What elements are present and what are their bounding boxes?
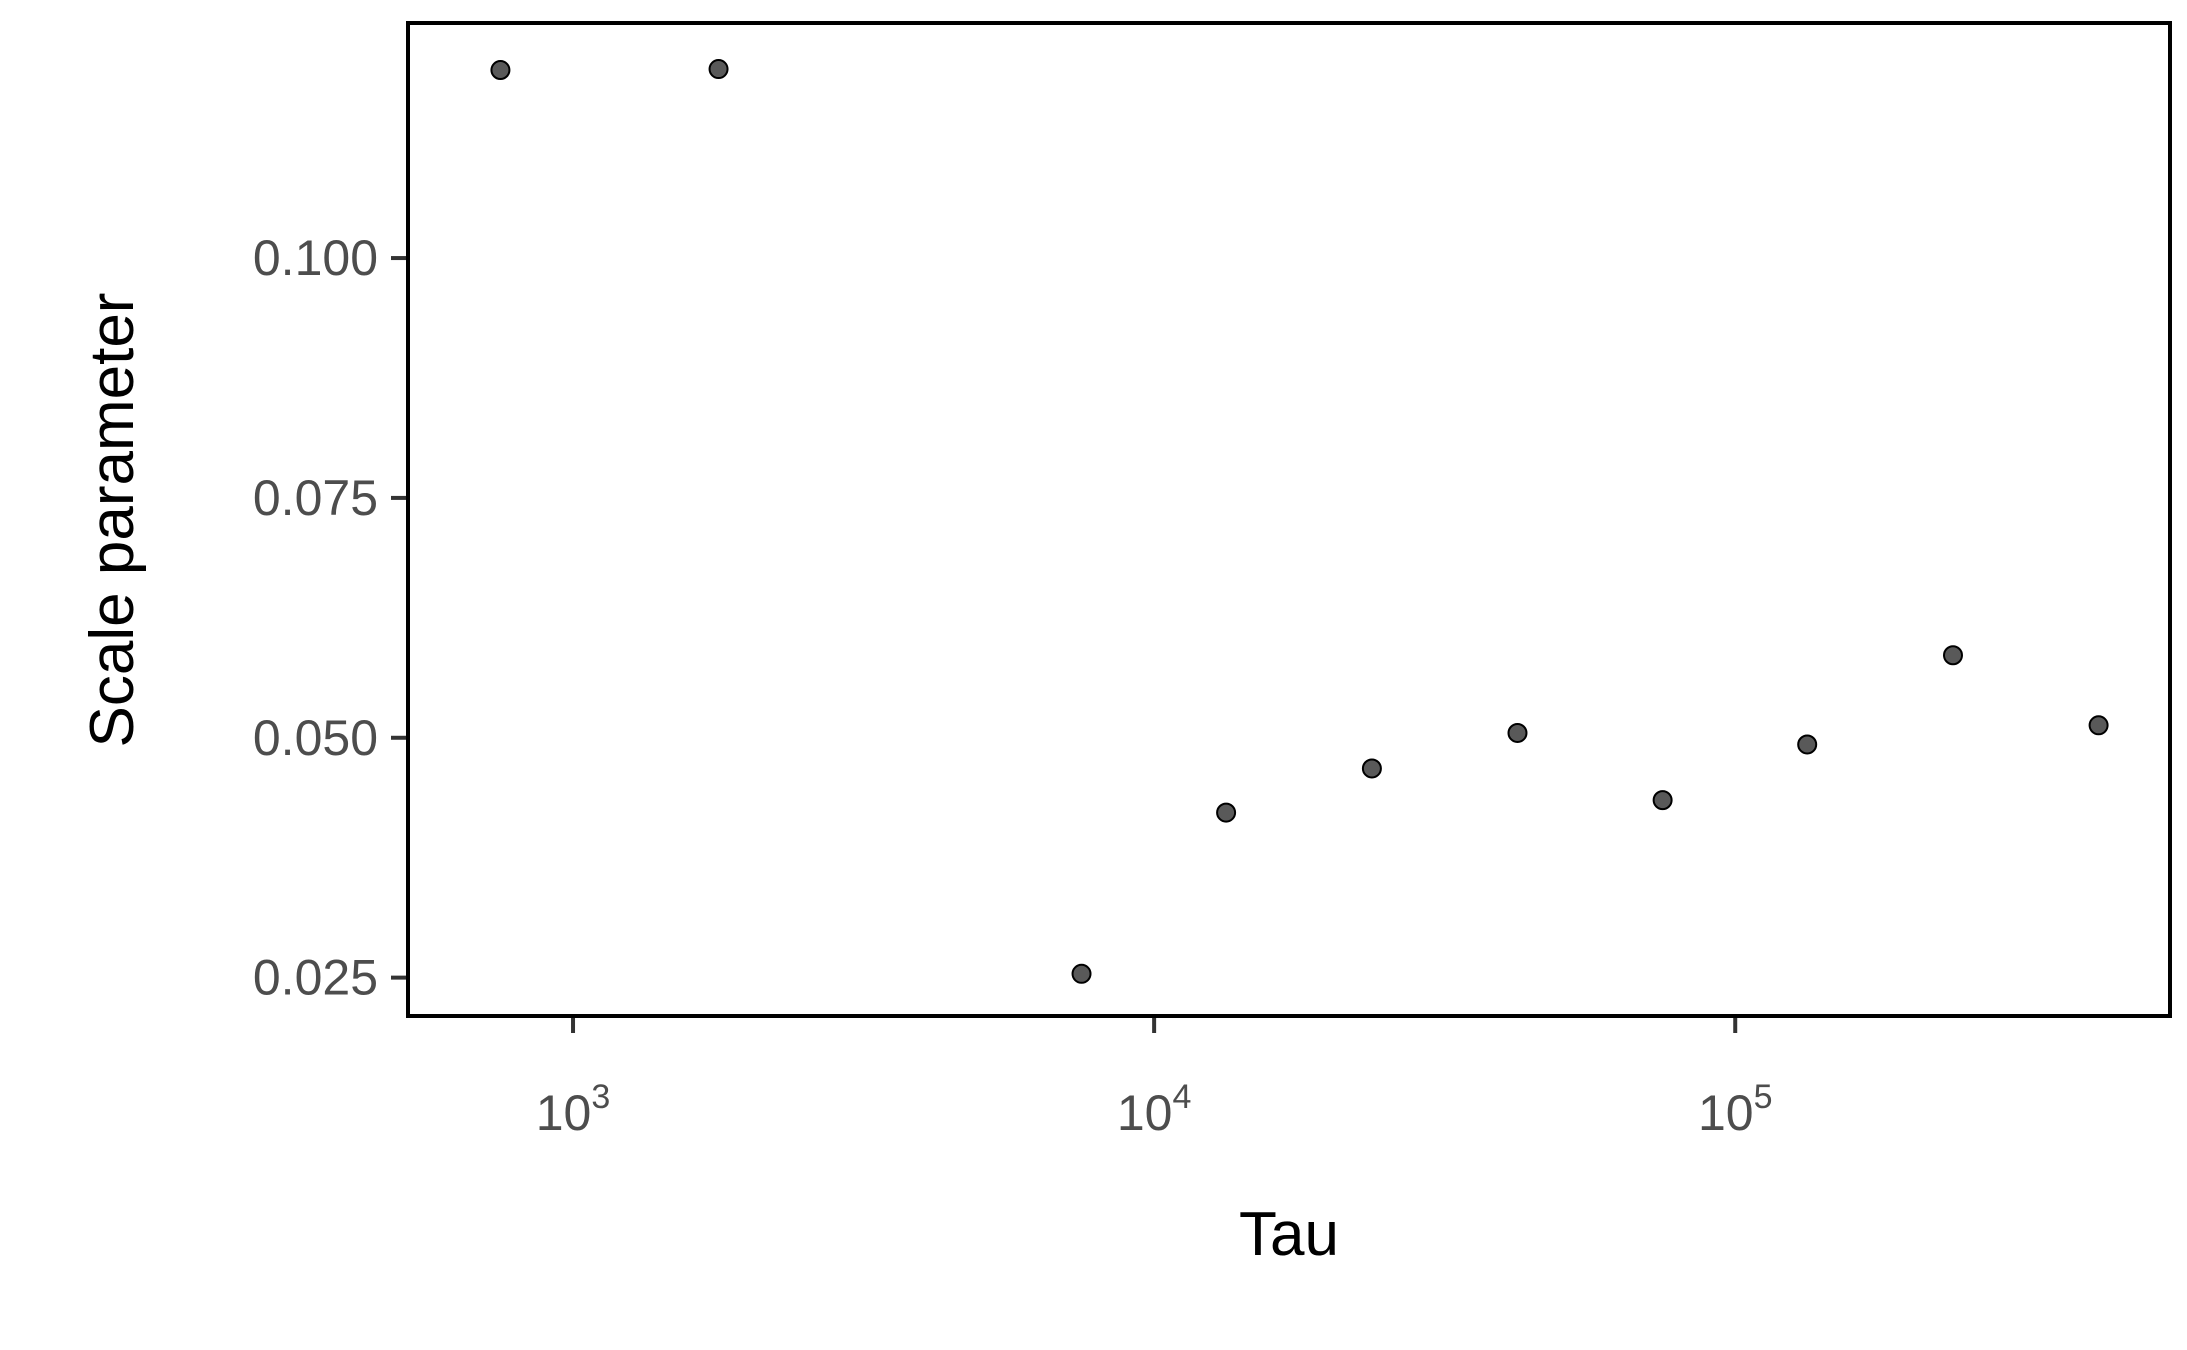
- y-tick-label: 0.075: [253, 470, 378, 526]
- data-point: [1216, 802, 1237, 823]
- data-point: [1071, 963, 1092, 984]
- x-tick-label-exponent: 5: [1754, 1078, 1773, 1116]
- y-axis: 0.025 0.050 0.075 0.100: [253, 230, 406, 1006]
- y-tick-label: 0.050: [253, 710, 378, 766]
- data-point: [1361, 758, 1382, 779]
- y-tick-label: 0.025: [253, 950, 378, 1006]
- x-tick-label-exponent: 4: [1172, 1078, 1191, 1116]
- x-axis: 103 104 105: [536, 1018, 1773, 1141]
- data-point: [490, 60, 511, 81]
- x-tick-label: 103: [536, 1078, 611, 1141]
- x-tick-label-base: 10: [536, 1085, 592, 1141]
- x-tick-label-base: 10: [1117, 1085, 1173, 1141]
- y-axis-title: Scale parameter: [78, 293, 147, 748]
- x-tick-label: 104: [1117, 1078, 1192, 1141]
- x-tick-label-base: 10: [1698, 1085, 1754, 1141]
- data-point: [1942, 645, 1963, 666]
- data-point: [1797, 734, 1818, 755]
- data-points: [490, 59, 2109, 984]
- y-tick-label: 0.100: [253, 230, 378, 286]
- x-tick-label: 105: [1698, 1078, 1773, 1141]
- data-point: [2088, 715, 2109, 736]
- x-tick-label-exponent: 3: [591, 1078, 610, 1116]
- data-point: [708, 59, 729, 80]
- plot-panel: [406, 21, 2172, 1018]
- data-point: [1507, 722, 1528, 743]
- data-point: [1652, 790, 1673, 811]
- x-axis-title: Tau: [1239, 1200, 1339, 1269]
